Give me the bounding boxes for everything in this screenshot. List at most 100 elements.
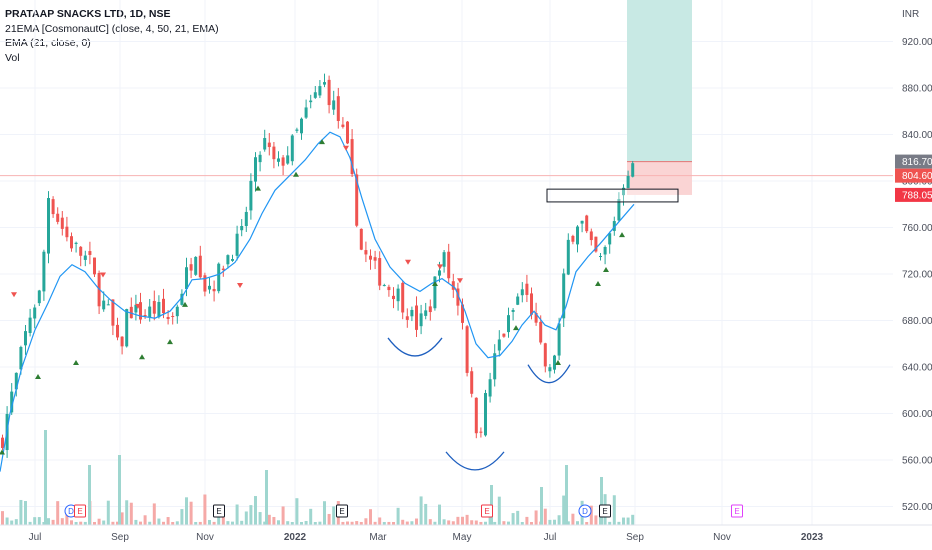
- event-marker[interactable]: E: [599, 504, 611, 518]
- candle-body: [396, 288, 400, 302]
- candle-body: [350, 139, 354, 175]
- buy-signal-marker: [293, 171, 299, 177]
- candle-body: [83, 255, 87, 260]
- candle-body: [428, 306, 432, 313]
- legend-ema-indicator[interactable]: 21EMA [CosmonautC] (close, 4, 50, 21, EM…: [5, 22, 219, 35]
- volume-bar: [28, 521, 32, 525]
- price-tick-label: 640.00: [902, 363, 932, 374]
- price-tick-label: 520.00: [902, 502, 932, 513]
- time-tick-label: Jul: [29, 532, 42, 543]
- volume-bar: [148, 521, 152, 525]
- volume-bar: [373, 521, 377, 525]
- currency-label: INR: [902, 9, 919, 20]
- volume-bar: [79, 521, 83, 525]
- candle-body: [194, 256, 198, 275]
- volume-bar: [617, 521, 621, 525]
- price-tick-label: 880.00: [902, 84, 932, 95]
- event-label: E: [77, 507, 82, 516]
- volume-bar: [221, 517, 225, 525]
- event-marker[interactable]: E: [731, 504, 743, 518]
- candle-body: [631, 163, 635, 177]
- candle-body: [120, 336, 124, 347]
- price-tick-label: 760.00: [902, 223, 932, 234]
- sell-signal-marker: [237, 282, 243, 288]
- candle-body: [603, 246, 607, 255]
- event-label: D: [582, 507, 588, 516]
- candle-body: [516, 296, 520, 305]
- candle-body: [511, 310, 515, 312]
- candle-body: [272, 146, 276, 160]
- candle-body: [175, 306, 179, 317]
- candles: [1, 73, 635, 458]
- volume-bar: [313, 521, 317, 525]
- earnings-icon: [74, 504, 86, 518]
- candle-body: [359, 228, 363, 250]
- volume-bar: [433, 521, 437, 525]
- dividend-icon: [578, 504, 592, 518]
- candle-body: [180, 293, 184, 305]
- price-tag: [895, 187, 932, 202]
- candle-body: [14, 372, 18, 390]
- candle-body: [355, 174, 359, 226]
- volume-bar: [304, 520, 308, 525]
- volume-bar: [566, 521, 570, 525]
- event-marker[interactable]: E: [481, 504, 493, 518]
- chart-grid: [0, 0, 893, 525]
- volume-bar: [543, 508, 547, 525]
- candle-body: [346, 121, 349, 144]
- event-marker[interactable]: E: [213, 504, 225, 518]
- legend-volume[interactable]: Vol: [5, 51, 20, 64]
- buy-signal-marker: [255, 185, 261, 191]
- candle-body: [410, 309, 414, 317]
- candle-body: [520, 289, 524, 296]
- volume-bar: [626, 517, 630, 525]
- sell-signal-marker: [135, 303, 141, 309]
- candle-body: [189, 264, 193, 271]
- candle-body: [208, 285, 211, 290]
- candle-body: [608, 233, 612, 245]
- candle-body: [539, 321, 543, 343]
- legend-symbol-title[interactable]: PRATAAP SNACKS LTD, 1D, NSE: [5, 8, 171, 20]
- volume-bar: [516, 510, 520, 525]
- candle-body: [474, 397, 478, 434]
- legend-ema21[interactable]: EMA (21, close, 0): [5, 37, 91, 49]
- candle-body: [626, 175, 630, 189]
- volume-bar: [14, 519, 18, 525]
- volume-bar: [323, 501, 326, 525]
- candle-body: [415, 305, 418, 330]
- candle-body: [497, 339, 501, 351]
- volume-spike: [540, 487, 543, 525]
- candle-body: [231, 259, 234, 261]
- earnings-icon: [481, 504, 493, 518]
- price-tick-label: 840.00: [902, 130, 932, 141]
- volume-bar: [65, 512, 69, 525]
- candle-body: [240, 226, 244, 231]
- event-marker[interactable]: E: [74, 504, 86, 518]
- volume-bar: [447, 520, 451, 525]
- candle-body: [401, 282, 405, 313]
- time-tick-label: 2023: [801, 532, 824, 543]
- event-marker[interactable]: E: [336, 504, 348, 518]
- candle-body: [254, 157, 257, 182]
- time-tick-label: Sep: [111, 532, 129, 543]
- event-marker[interactable]: D: [578, 504, 592, 518]
- candle-body: [60, 217, 64, 229]
- candle-body: [566, 239, 570, 275]
- volume-bar: [249, 505, 253, 525]
- price-tag-label: 816.70: [902, 157, 932, 168]
- volume-bar: [116, 521, 119, 525]
- candle-body: [249, 180, 253, 211]
- price-tag: [895, 154, 932, 169]
- candle-body: [419, 313, 423, 327]
- candle-body: [235, 233, 239, 256]
- volume-bar: [557, 515, 561, 525]
- volume-bar: [562, 495, 566, 525]
- volume-bar: [470, 520, 474, 525]
- candle-body: [332, 100, 336, 110]
- candle-body: [244, 211, 248, 227]
- price-axis-bg: [893, 0, 932, 550]
- buy-signal-marker: [432, 280, 438, 286]
- volume-bar: [171, 521, 175, 525]
